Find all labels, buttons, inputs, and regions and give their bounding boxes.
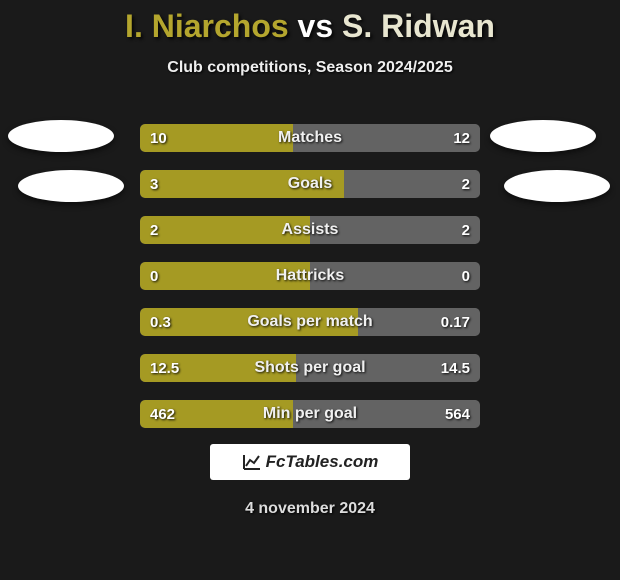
date-label: 4 november 2024 (0, 500, 620, 518)
stat-row: Matches1012 (140, 124, 480, 152)
stat-row: Assists22 (140, 216, 480, 244)
bar-left-fill (140, 262, 310, 290)
bar-right-fill (344, 170, 480, 198)
avatar-oval (8, 120, 114, 152)
avatar-oval (504, 170, 610, 202)
vs-text: vs (298, 8, 334, 44)
bar-right-fill (293, 124, 480, 152)
stat-row: Goals32 (140, 170, 480, 198)
bar-left-fill (140, 354, 296, 382)
comparison-bars: Matches1012 Goals32 Assists22 Hattricks00 Go… (140, 124, 480, 446)
avatar-oval (490, 120, 596, 152)
bar-left-fill (140, 170, 344, 198)
player1-name: I. Niarchos (125, 8, 289, 44)
subtitle: Club competitions, Season 2024/2025 (0, 59, 620, 77)
bar-right-fill (296, 354, 480, 382)
bar-left-fill (140, 124, 293, 152)
avatar-oval (18, 170, 124, 202)
stat-row: Goals per match0.30.17 (140, 308, 480, 336)
bar-left-fill (140, 400, 293, 428)
chart-icon (242, 453, 262, 471)
watermark-badge: FcTables.com (210, 444, 410, 480)
bar-right-fill (310, 262, 480, 290)
bar-left-fill (140, 308, 358, 336)
stat-row: Min per goal462564 (140, 400, 480, 428)
watermark-text: FcTables.com (266, 452, 379, 472)
player2-name: S. Ridwan (342, 8, 495, 44)
page-title: I. Niarchos vs S. Ridwan (0, 0, 620, 45)
bar-right-fill (293, 400, 480, 428)
bar-right-fill (358, 308, 480, 336)
bar-left-fill (140, 216, 310, 244)
stat-row: Hattricks00 (140, 262, 480, 290)
stat-row: Shots per goal12.514.5 (140, 354, 480, 382)
bar-right-fill (310, 216, 480, 244)
